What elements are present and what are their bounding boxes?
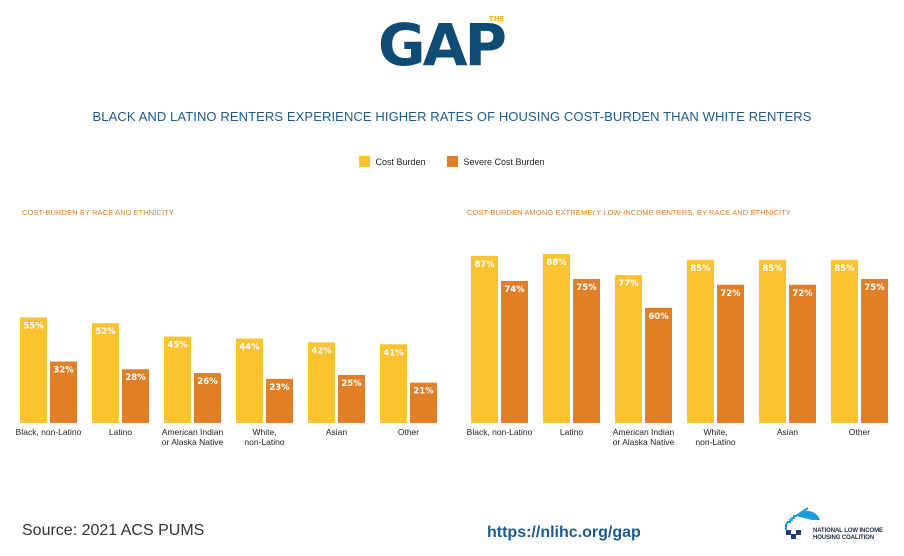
legend-label: Severe Cost Burden (463, 156, 545, 167)
logo-main-text: GAP (378, 11, 507, 79)
nlihc-line2: HOUSING COALITION (813, 535, 874, 541)
bar-cost-burden-asian (759, 259, 786, 423)
data-label: 52% (95, 327, 116, 337)
bar-severe-cost-burden-american-indian-or-alaska-native (645, 307, 672, 423)
data-label: 85% (690, 264, 711, 274)
data-label: 75% (576, 283, 597, 293)
category-label: or Alaska Native (162, 437, 224, 447)
bar-severe-cost-burden-black-non-latino (50, 361, 77, 423)
category-label: Black, non-Latino (467, 427, 533, 437)
bar-cost-burden-american-indian-or-alaska-native (164, 336, 191, 423)
data-label: 32% (53, 366, 74, 376)
category-label: American Indian (162, 427, 224, 437)
chart-title-right: COST-BURDEN AMONG EXTREMELY LOW-INCOME R… (467, 208, 791, 217)
category-label: Latino (109, 427, 132, 437)
category-label: Black, non-Latino (16, 427, 82, 437)
data-label: 88% (546, 258, 567, 268)
category-label: non-Latino (244, 437, 284, 447)
bar-severe-cost-burden-other (861, 279, 888, 423)
data-label: 42% (311, 346, 332, 356)
category-label: Other (849, 427, 870, 437)
gap-logo: GAP THE (378, 14, 528, 76)
data-label: 72% (720, 289, 741, 299)
chart-title-left: COST-BURDEN BY RACE AND ETHNICITY (22, 208, 174, 217)
bar-severe-cost-burden-white-non-latino (717, 284, 744, 423)
bar-severe-cost-burden-white-non-latino (266, 378, 293, 423)
data-label: 72% (792, 289, 813, 299)
data-label: 41% (383, 348, 404, 358)
gap-url-link[interactable]: https://nlihc.org/gap (487, 524, 641, 541)
data-label: 26% (197, 377, 218, 387)
bar-cost-burden-latino (543, 254, 570, 423)
category-label: Latino (560, 427, 583, 437)
headline: BLACK AND LATINO RENTERS EXPERIENCE HIGH… (92, 109, 812, 124)
data-label: 28% (125, 373, 146, 383)
bar-cost-burden-white-non-latino (687, 259, 714, 423)
legend-swatch-cost-burden (359, 156, 371, 167)
bar-severe-cost-burden-latino (573, 279, 600, 423)
bar-cost-burden-other (380, 344, 407, 423)
bar-cost-burden-other (831, 259, 858, 423)
category-label: White, (703, 427, 727, 437)
legend-item-cost-burden: Cost Burden (359, 156, 425, 167)
house-icon (785, 507, 820, 539)
bar-cost-burden-asian (308, 342, 335, 423)
logo-small-text: THE (489, 15, 505, 23)
bar-cost-burden-american-indian-or-alaska-native (615, 275, 642, 423)
nlihc-line1: NATIONAL LOW INCOME (813, 528, 883, 534)
legend-label: Cost Burden (375, 156, 426, 167)
data-label: 85% (762, 264, 783, 274)
category-label: Asian (326, 427, 348, 437)
nlihc-name: NATIONAL LOW INCOME HOUSING COALITION (813, 528, 883, 542)
category-label: Other (398, 427, 419, 437)
data-label: 74% (504, 285, 525, 295)
chart-right: 87% 74% Black, non-Latino 88% 75% Latino 77% 60… (467, 254, 888, 447)
data-label: 87% (474, 260, 495, 270)
data-label: 75% (864, 283, 885, 293)
bar-severe-cost-burden-asian (789, 284, 816, 423)
data-label: 44% (239, 343, 260, 353)
bar-cost-burden-latino (92, 323, 119, 423)
bar-cost-burden-black-non-latino (20, 317, 47, 423)
bar-severe-cost-burden-asian (338, 375, 365, 423)
legend-item-severe-cost-burden: Severe Cost Burden (447, 156, 545, 167)
source-note: Source: 2021 ACS PUMS (22, 522, 205, 539)
data-label: 55% (23, 321, 44, 331)
data-label: 25% (341, 379, 362, 389)
category-label: or Alaska Native (613, 437, 675, 447)
category-label: Asian (777, 427, 799, 437)
bar-severe-cost-burden-american-indian-or-alaska-native (194, 373, 221, 423)
data-label: 23% (269, 383, 290, 393)
bar-severe-cost-burden-other (410, 382, 437, 423)
bar-cost-burden-white-non-latino (236, 338, 263, 423)
nlihc-logo: NATIONAL LOW INCOME HOUSING COALITION (782, 500, 902, 548)
category-label: American Indian (613, 427, 675, 437)
data-label: 21% (413, 387, 434, 397)
bar-severe-cost-burden-black-non-latino (501, 280, 528, 423)
category-label: non-Latino (695, 437, 735, 447)
legend: Cost Burden Severe Cost Burden (0, 156, 904, 167)
data-label: 60% (648, 312, 669, 322)
chart-left: 55% 32% Black, non-Latino 52% 28% Latino 45% 26… (16, 317, 437, 447)
data-label: 45% (167, 341, 188, 351)
bar-severe-cost-burden-latino (122, 369, 149, 423)
category-label: White, (252, 427, 276, 437)
bar-cost-burden-black-non-latino (471, 255, 498, 423)
legend-swatch-severe-cost-burden (447, 156, 459, 167)
data-label: 85% (834, 264, 855, 274)
data-label: 77% (618, 279, 639, 289)
